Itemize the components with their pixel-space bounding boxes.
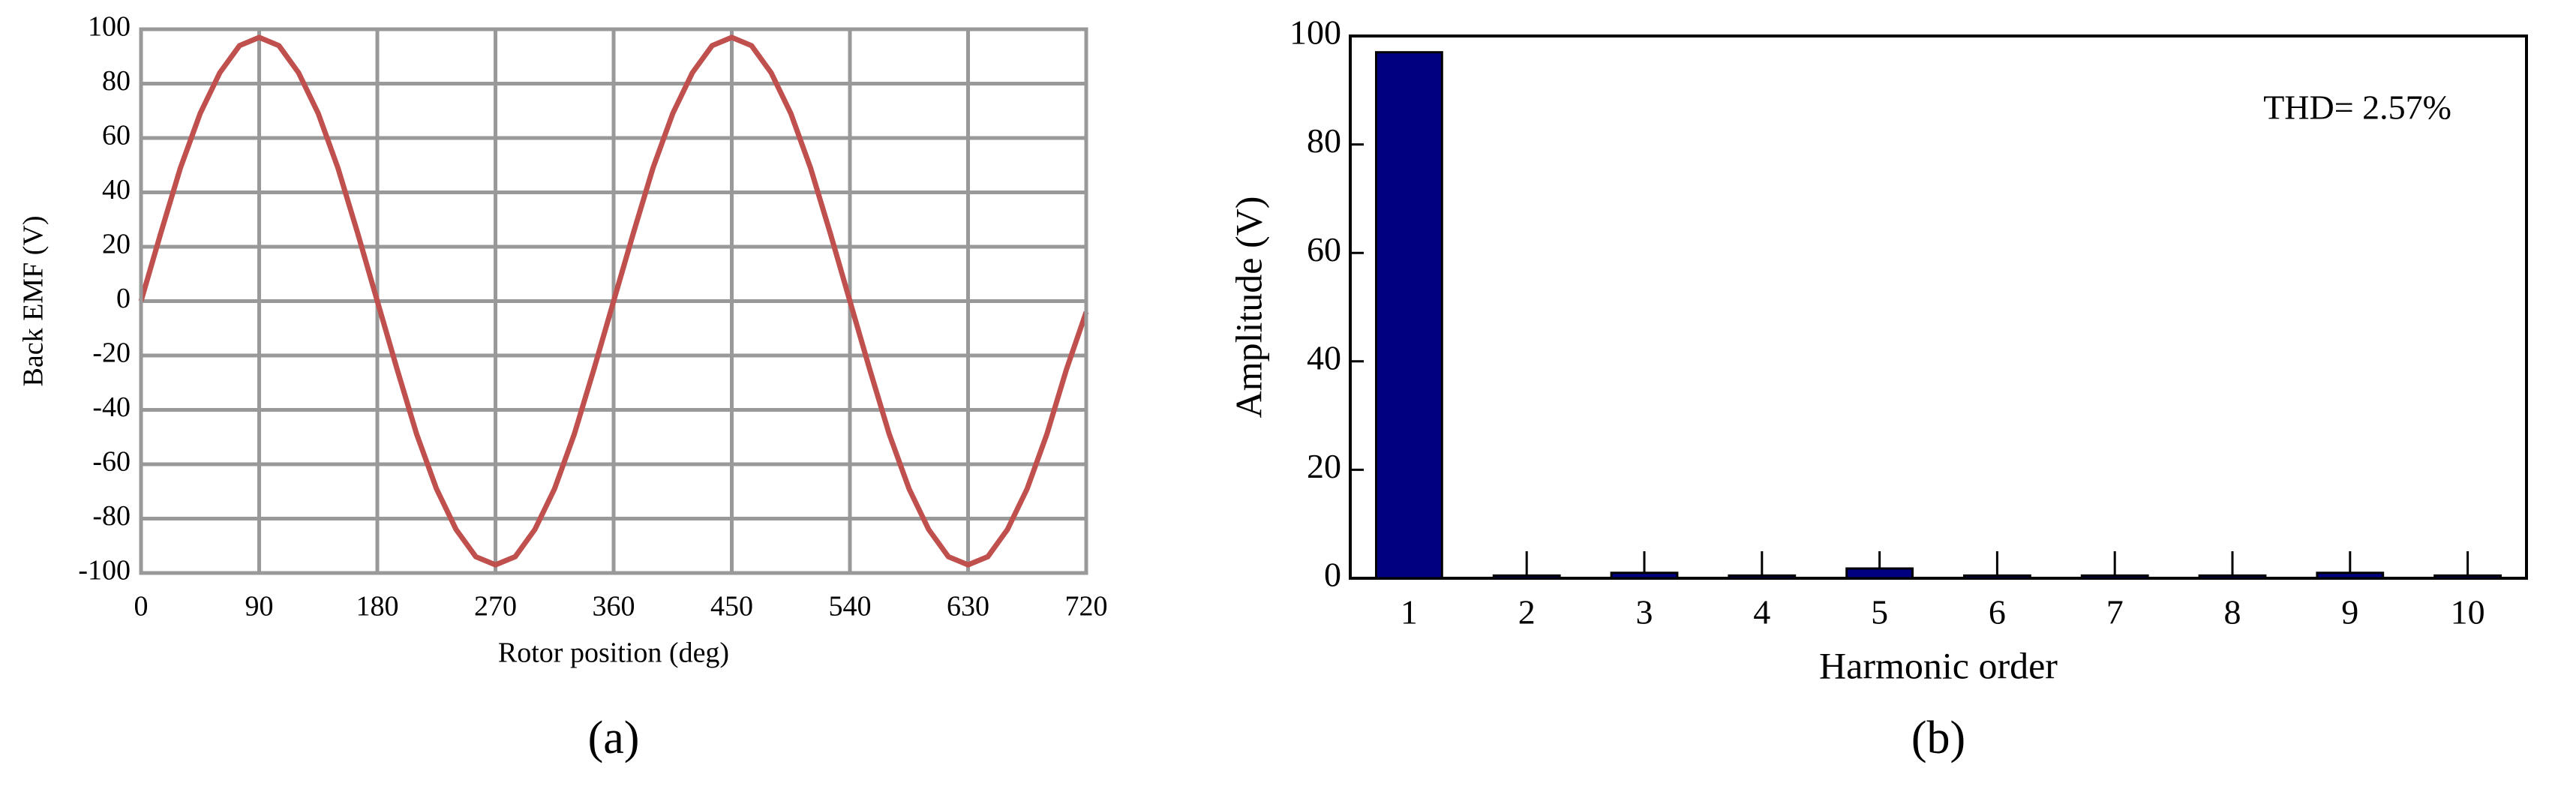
y-tick-label: 100 — [1290, 14, 1341, 52]
y-tick-label: 60 — [1307, 230, 1341, 268]
y-tick-label: 100 — [88, 11, 131, 43]
x-tick-label: 360 — [593, 591, 635, 622]
bar — [1845, 567, 1914, 580]
x-tick-label: 5 — [1871, 593, 1888, 632]
plot-frame — [139, 27, 1088, 575]
plot-frame — [1349, 34, 2528, 580]
y-tick-label: 0 — [116, 283, 131, 314]
y-tick-label: -60 — [92, 446, 131, 478]
x-tick-label: 3 — [1636, 593, 1653, 632]
x-tick-label: 90 — [245, 591, 274, 622]
x-tick-label: 0 — [134, 591, 149, 622]
x-tick-label: 1 — [1401, 593, 1418, 632]
y-tick-label: 80 — [1307, 122, 1341, 160]
y-tick-label: -80 — [92, 500, 131, 532]
y-tick-label: 20 — [102, 229, 131, 260]
y-tick-label: 40 — [102, 174, 131, 206]
y-tick-label: 20 — [1307, 447, 1341, 485]
x-tick-label: 9 — [2341, 593, 2358, 632]
bar — [2080, 574, 2149, 580]
x-tick-label: 450 — [710, 591, 753, 622]
bar — [1610, 572, 1679, 580]
bar — [1492, 574, 1561, 580]
x-tick-label: 540 — [829, 591, 872, 622]
x-tick-label: 7 — [2106, 593, 2124, 632]
caption: (b) — [1911, 712, 1965, 764]
bar — [1728, 574, 1797, 580]
x-tick-label: 270 — [474, 591, 517, 622]
y-tick-label: -20 — [92, 338, 131, 369]
bar — [2198, 574, 2267, 580]
bar — [2316, 572, 2385, 580]
x-tick-label: 630 — [947, 591, 989, 622]
y-tick-label: 40 — [1307, 338, 1341, 376]
x-tick-label: 6 — [1989, 593, 2006, 632]
line-series — [138, 34, 1089, 568]
x-axis-label: Rotor position (deg) — [498, 638, 729, 669]
y-tick-label: 60 — [102, 120, 131, 152]
y-axis-label: Back EMF (V) — [18, 216, 50, 387]
annotation: THD= 2.57% — [2263, 88, 2451, 127]
y-tick-label: -100 — [78, 555, 131, 586]
x-tick-label: 8 — [2224, 593, 2241, 632]
x-tick-label: 180 — [356, 591, 399, 622]
bar — [1962, 574, 2031, 580]
x-tick-label: 4 — [1753, 593, 1770, 632]
y-tick-label: 0 — [1324, 556, 1341, 594]
caption: (a) — [588, 712, 640, 764]
y-tick-label: 80 — [102, 65, 131, 97]
bar — [2433, 574, 2502, 580]
x-tick-label: 720 — [1065, 591, 1108, 622]
bar — [1374, 51, 1443, 580]
x-axis-label: Harmonic order — [1819, 644, 2058, 686]
x-tick-label: 10 — [2451, 593, 2485, 632]
y-tick-label: -40 — [92, 392, 131, 423]
y-axis-label: Amplitude (V) — [1227, 196, 1269, 418]
x-tick-label: 2 — [1518, 593, 1536, 632]
